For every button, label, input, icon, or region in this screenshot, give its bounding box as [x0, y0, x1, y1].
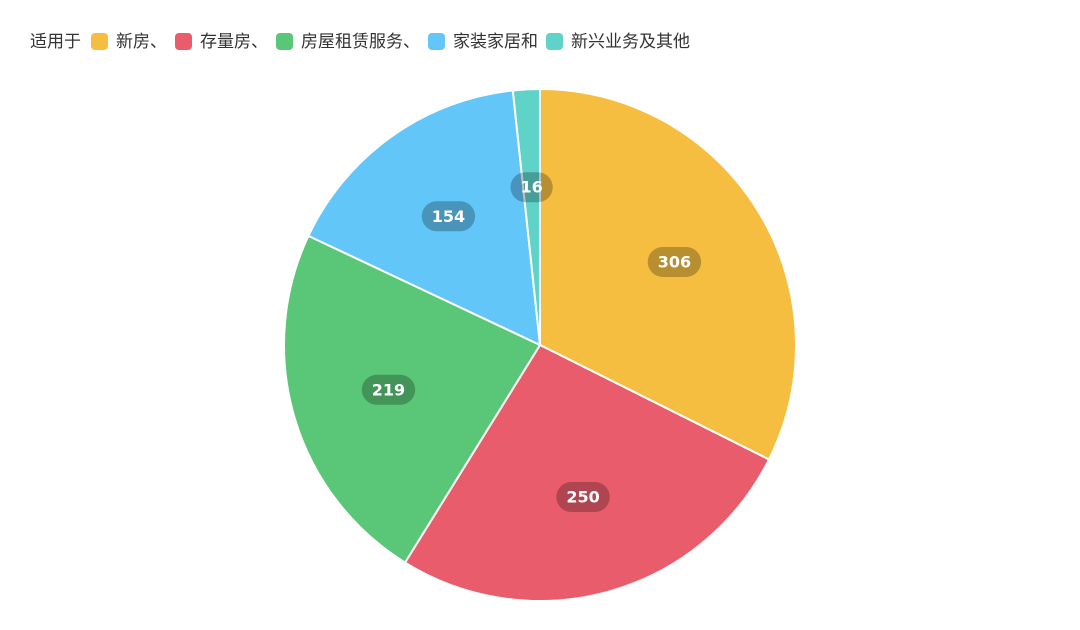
value-label-bg — [421, 201, 476, 232]
pie-slice — [539, 87, 797, 461]
value-label: 219 — [372, 380, 405, 399]
legend-text: 房屋租赁服务、 — [301, 32, 420, 52]
value-label: 154 — [432, 207, 465, 226]
pie-slice — [511, 87, 541, 346]
pie-slice — [403, 343, 771, 602]
legend-marker — [546, 33, 563, 50]
legend-marker — [428, 33, 445, 50]
pie-slice — [283, 234, 542, 564]
value-label-bg — [556, 482, 610, 513]
legend-marker — [175, 33, 192, 50]
legend-text: 家装家居和 — [453, 32, 538, 52]
legend-text: 新房、 — [116, 32, 167, 52]
value-label: 306 — [658, 252, 691, 271]
legend-title: 适用于 — [30, 32, 81, 52]
legend-marker — [276, 33, 293, 50]
legend-text: 新兴业务及其他 — [571, 32, 690, 52]
legend-text: 存量房、 — [200, 32, 268, 52]
pie-slice — [307, 89, 542, 347]
value-label: 16 — [520, 178, 542, 197]
value-label-bg — [361, 374, 416, 405]
value-label: 250 — [566, 488, 599, 507]
legend-marker — [91, 33, 108, 50]
value-label-bg — [647, 246, 702, 277]
value-label-bg — [510, 172, 553, 203]
